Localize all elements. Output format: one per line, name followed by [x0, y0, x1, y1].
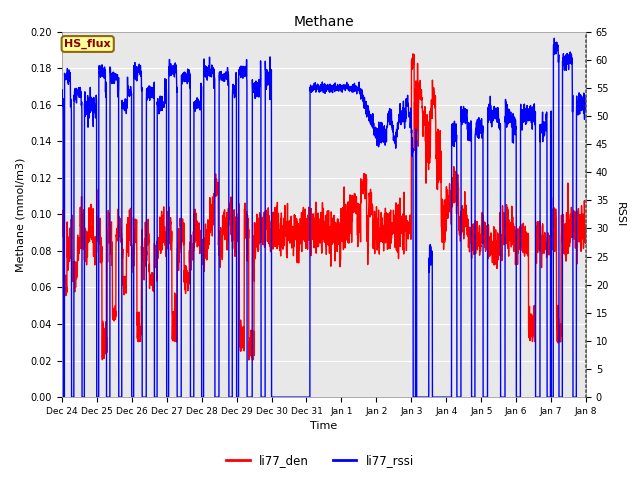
X-axis label: Time: Time — [310, 421, 337, 432]
Title: Methane: Methane — [294, 15, 355, 29]
Y-axis label: RSSI: RSSI — [615, 202, 625, 227]
Legend: li77_den, li77_rssi: li77_den, li77_rssi — [221, 449, 419, 472]
Y-axis label: Methane (mmol/m3): Methane (mmol/m3) — [15, 157, 25, 272]
Text: HS_flux: HS_flux — [65, 39, 111, 49]
